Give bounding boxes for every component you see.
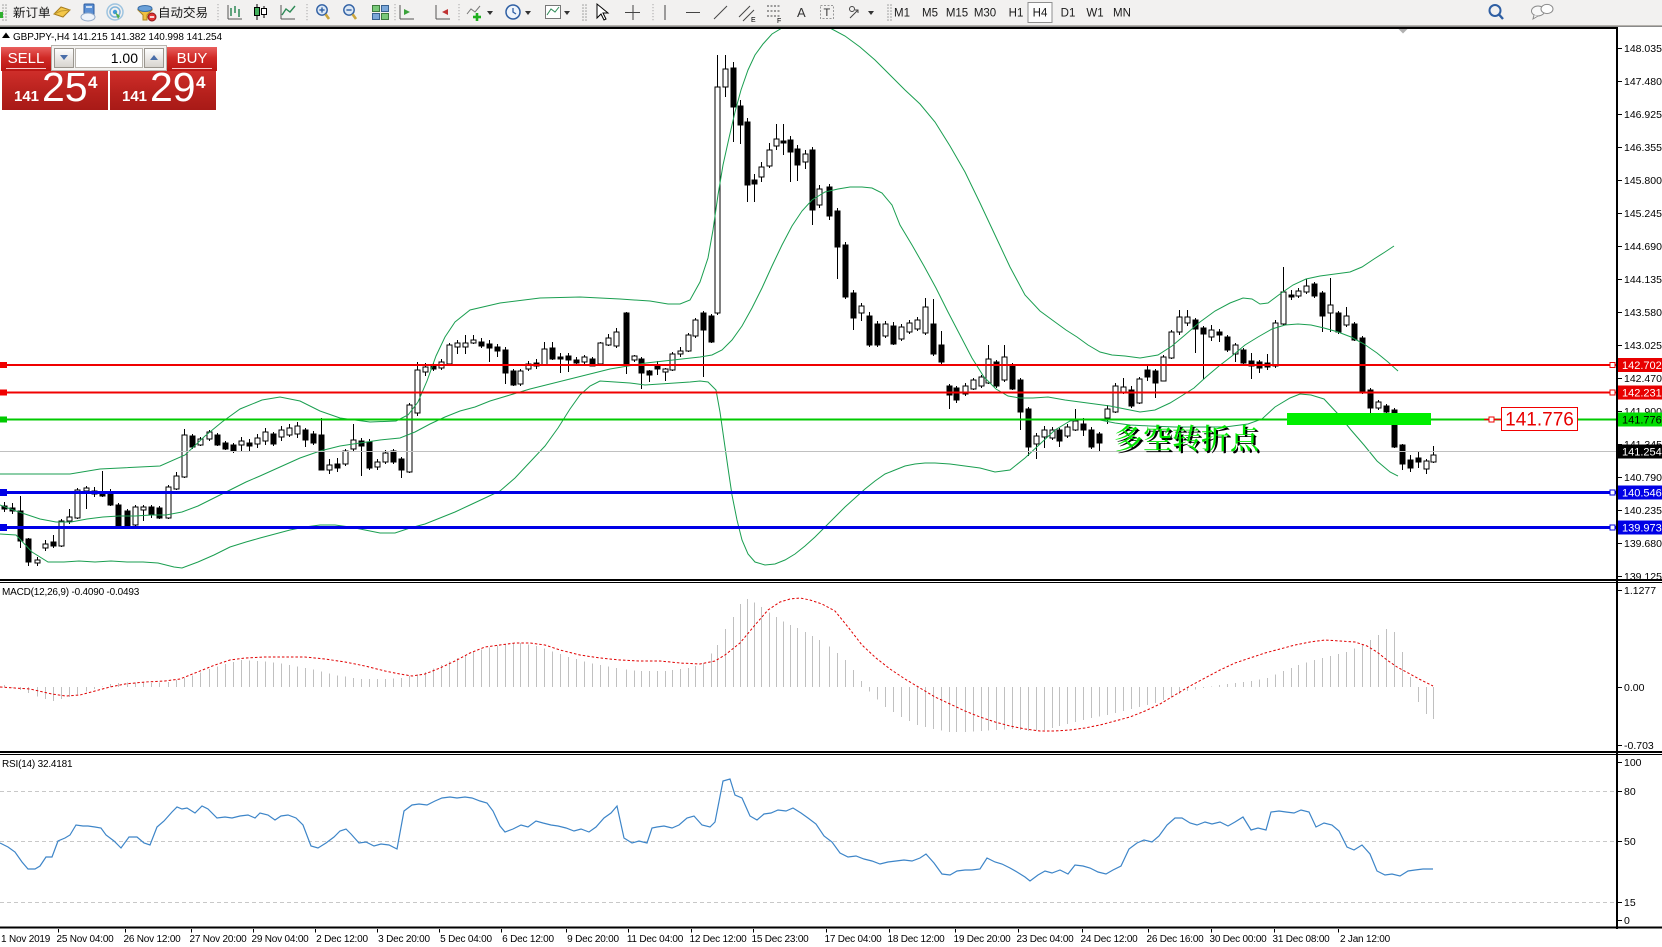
svg-text:26 Dec 16:00: 26 Dec 16:00	[1146, 934, 1204, 945]
svg-text:140.790: 140.790	[1624, 472, 1662, 484]
svg-text:GBPJPY-,H4 141.215 141.382 14: GBPJPY-,H4 141.215 141.382 140.998 141.2…	[13, 32, 222, 43]
svg-text:144.690: 144.690	[1624, 241, 1662, 253]
svg-text:148.035: 148.035	[1624, 43, 1662, 55]
svg-text:-0.703: -0.703	[1624, 740, 1654, 752]
svg-text:140.546: 140.546	[1622, 488, 1662, 500]
svg-text:141.776: 141.776	[1505, 410, 1574, 431]
svg-text:15 Dec 23:00: 15 Dec 23:00	[751, 934, 809, 945]
svg-text:H4: H4	[1033, 8, 1048, 20]
svg-text:T: T	[824, 7, 831, 19]
svg-text:MN: MN	[1113, 8, 1131, 20]
svg-text:D1: D1	[1061, 8, 1076, 20]
svg-text:143.580: 143.580	[1624, 307, 1662, 319]
svg-text:145.800: 145.800	[1624, 175, 1662, 187]
svg-text:24 Dec 12:00: 24 Dec 12:00	[1080, 934, 1138, 945]
svg-text:143.025: 143.025	[1624, 340, 1662, 352]
svg-text:23 Dec 04:00: 23 Dec 04:00	[1016, 934, 1074, 945]
svg-text:5 Dec 04:00: 5 Dec 04:00	[440, 934, 492, 945]
svg-text:F: F	[777, 18, 781, 25]
svg-text:2 Dec 12:00: 2 Dec 12:00	[316, 934, 368, 945]
svg-text:0.00: 0.00	[1624, 682, 1645, 694]
svg-text:147.480: 147.480	[1624, 76, 1662, 88]
svg-text:E: E	[751, 17, 756, 24]
svg-text:29 Nov 04:00: 29 Nov 04:00	[251, 934, 309, 945]
svg-text:145.245: 145.245	[1624, 208, 1662, 220]
svg-text:A: A	[797, 5, 806, 20]
svg-text:100: 100	[1624, 757, 1642, 769]
svg-text:12 Dec 12:00: 12 Dec 12:00	[689, 934, 747, 945]
svg-text:RSI(14) 32.4181: RSI(14) 32.4181	[2, 759, 73, 770]
svg-text:139.125: 139.125	[1624, 571, 1662, 583]
svg-text:M1: M1	[894, 8, 910, 20]
svg-text:144.135: 144.135	[1624, 274, 1662, 286]
svg-text:M15: M15	[946, 8, 968, 20]
svg-text:M30: M30	[974, 8, 996, 20]
svg-text:19 Dec 20:00: 19 Dec 20:00	[953, 934, 1011, 945]
svg-text:1 Nov 2019: 1 Nov 2019	[1, 934, 51, 945]
svg-text:11 Dec 04:00: 11 Dec 04:00	[627, 934, 684, 945]
svg-text:2 Jan 12:00: 2 Jan 12:00	[1340, 934, 1391, 945]
svg-text:31 Dec 08:00: 31 Dec 08:00	[1272, 934, 1330, 945]
svg-text:146.355: 146.355	[1624, 142, 1662, 154]
svg-text:139.973: 139.973	[1622, 523, 1662, 535]
svg-text:80: 80	[1624, 786, 1636, 798]
svg-text:142.702: 142.702	[1622, 360, 1662, 372]
svg-text:H1: H1	[1009, 8, 1024, 20]
svg-text:142.231: 142.231	[1622, 388, 1662, 400]
svg-text:18 Dec 12:00: 18 Dec 12:00	[887, 934, 945, 945]
svg-text:141.254: 141.254	[1622, 447, 1662, 459]
svg-text:6 Dec 12:00: 6 Dec 12:00	[502, 934, 554, 945]
svg-text:3 Dec 20:00: 3 Dec 20:00	[378, 934, 430, 945]
svg-text:MACD(12,26,9) -0.4090 -0.0493: MACD(12,26,9) -0.4090 -0.0493	[2, 587, 140, 598]
svg-text:W1: W1	[1086, 8, 1103, 20]
svg-text:141.776: 141.776	[1622, 415, 1662, 427]
svg-text:30 Dec 00:00: 30 Dec 00:00	[1209, 934, 1267, 945]
svg-text:27 Nov 20:00: 27 Nov 20:00	[189, 934, 247, 945]
svg-text:50: 50	[1624, 836, 1636, 848]
svg-text:146.925: 146.925	[1624, 109, 1662, 121]
svg-text:0: 0	[1624, 915, 1630, 927]
svg-text:142.470: 142.470	[1624, 373, 1662, 385]
svg-text:25 Nov 04:00: 25 Nov 04:00	[56, 934, 114, 945]
svg-text:9 Dec 20:00: 9 Dec 20:00	[567, 934, 619, 945]
svg-text:26 Nov 12:00: 26 Nov 12:00	[123, 934, 181, 945]
svg-text:139.680: 139.680	[1624, 538, 1662, 550]
svg-text:140.235: 140.235	[1624, 505, 1662, 517]
svg-text:17 Dec 04:00: 17 Dec 04:00	[824, 934, 882, 945]
svg-text:1.1277: 1.1277	[1624, 585, 1656, 597]
svg-text:M5: M5	[922, 8, 938, 20]
svg-text:15: 15	[1624, 897, 1636, 909]
